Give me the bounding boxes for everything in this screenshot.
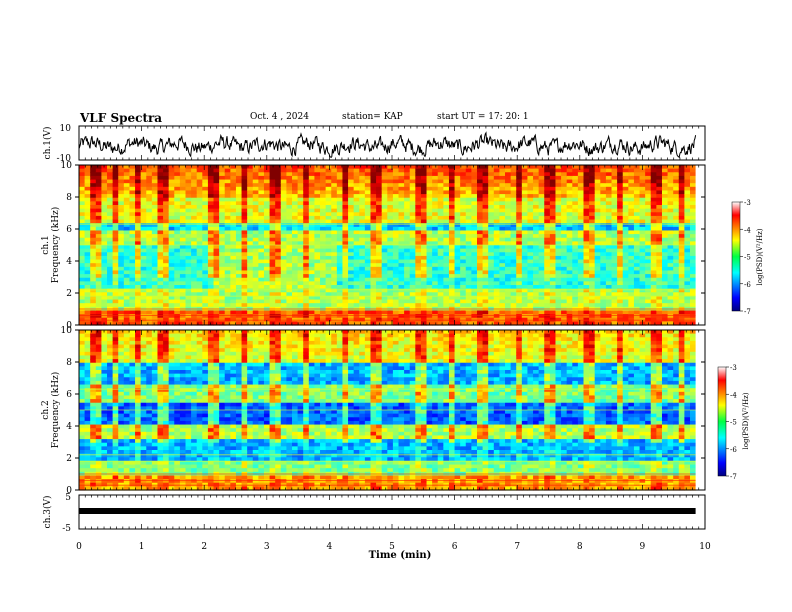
station-label: station= KAP <box>342 112 403 122</box>
colorbar-tick-label: -7 <box>730 473 737 481</box>
colorbar-tick-label: -6 <box>744 281 751 289</box>
freq-tick-label: 10 <box>61 161 73 171</box>
freq-tick-label: 4 <box>66 257 72 267</box>
freq-tick-label: 8 <box>66 358 72 368</box>
ch1-spec-ylabel-line1: ch.1 <box>41 235 51 254</box>
colorbar-tick-label: -4 <box>744 226 751 234</box>
ch1-ylabel: ch.1(V) <box>42 127 53 160</box>
ch2-colorbar-label: log(PSD)(V²/Hz) <box>742 392 750 449</box>
colorbar-tick-label: -6 <box>730 446 737 454</box>
freq-tick-label: 6 <box>66 390 72 400</box>
time-tick-label: 1 <box>139 542 145 552</box>
ch2-colorbar: -3 -4 -5 -6 -7 log(PSD)(V²/Hz) <box>717 364 750 481</box>
freq-tick-label: 6 <box>66 225 72 235</box>
ch1-spectrogram-image <box>79 165 705 326</box>
time-tick-label: 8 <box>577 542 583 552</box>
freq-tick-label: 0 <box>66 321 72 331</box>
time-tick-label: 9 <box>640 542 646 552</box>
time-tick-label: 0 <box>76 542 82 552</box>
time-tick-label: 6 <box>452 542 458 552</box>
time-tick-label: 2 <box>201 542 207 552</box>
ch1-colorbar: -3 -4 -5 -6 -7 log(PSD)(V²/Hz) <box>731 199 764 316</box>
time-tick-label: 3 <box>264 542 270 552</box>
ch3-ylabel: ch.3(V) <box>42 496 53 529</box>
time-axis-label: Time (min) <box>369 550 432 561</box>
freq-tick-label: 2 <box>66 289 72 299</box>
time-tick-label: 10 <box>699 542 711 552</box>
freq-tick-label: 8 <box>66 193 72 203</box>
colorbar-tick-label: -3 <box>744 199 751 207</box>
colorbar-tick-label: -3 <box>730 364 737 372</box>
ch1-spec-ylabel-line2: Frequency (kHz) <box>50 207 61 284</box>
ch3-ytick-bottom: -5 <box>62 524 71 534</box>
ch3-ytick-top: 5 <box>65 493 71 503</box>
colorbar-tick-label: -5 <box>744 254 751 262</box>
ch3-signal-line <box>79 508 696 514</box>
colorbar-tick-label: -7 <box>744 308 751 316</box>
date-label: Oct. 4 , 2024 <box>250 112 309 122</box>
ch1-spectrogram-panel: 0 2 4 6 8 10 ch.1 Frequency (kHz) <box>41 161 706 331</box>
freq-tick-label: 2 <box>66 454 72 464</box>
ch1-colorbar-label: log(PSD)(V²/Hz) <box>756 228 764 285</box>
time-axis-tick-labels: 0 1 2 3 4 5 6 7 8 9 10 <box>76 542 711 552</box>
time-tick-label: 5 <box>389 542 395 552</box>
freq-tick-label: 4 <box>66 422 72 432</box>
freq-tick-label: 0 <box>66 486 72 496</box>
ch1-ytick-bottom: -10 <box>57 154 72 164</box>
freq-tick-label: 10 <box>61 326 73 336</box>
figure-title: VLF Spectra <box>80 111 163 125</box>
colorbar-tick-label: -5 <box>730 419 737 427</box>
ch2-spectrogram-image <box>79 330 705 491</box>
ch1-waveform-line <box>78 131 697 159</box>
time-tick-label: 7 <box>514 542 520 552</box>
ch1-ytick-top: 10 <box>60 124 72 134</box>
start-time-label: start UT = 17: 20: 1 <box>437 112 529 122</box>
time-tick-label: 4 <box>327 542 333 552</box>
colorbar-tick-label: -4 <box>730 391 737 399</box>
ch2-spectrogram-panel: 0 2 4 6 8 10 ch.2 Frequency (kHz) <box>41 326 706 496</box>
ch2-spec-ylabel-line2: Frequency (kHz) <box>50 372 61 449</box>
ch2-spec-ylabel-line1: ch.2 <box>41 400 51 419</box>
time-axis-ticks <box>78 126 706 529</box>
